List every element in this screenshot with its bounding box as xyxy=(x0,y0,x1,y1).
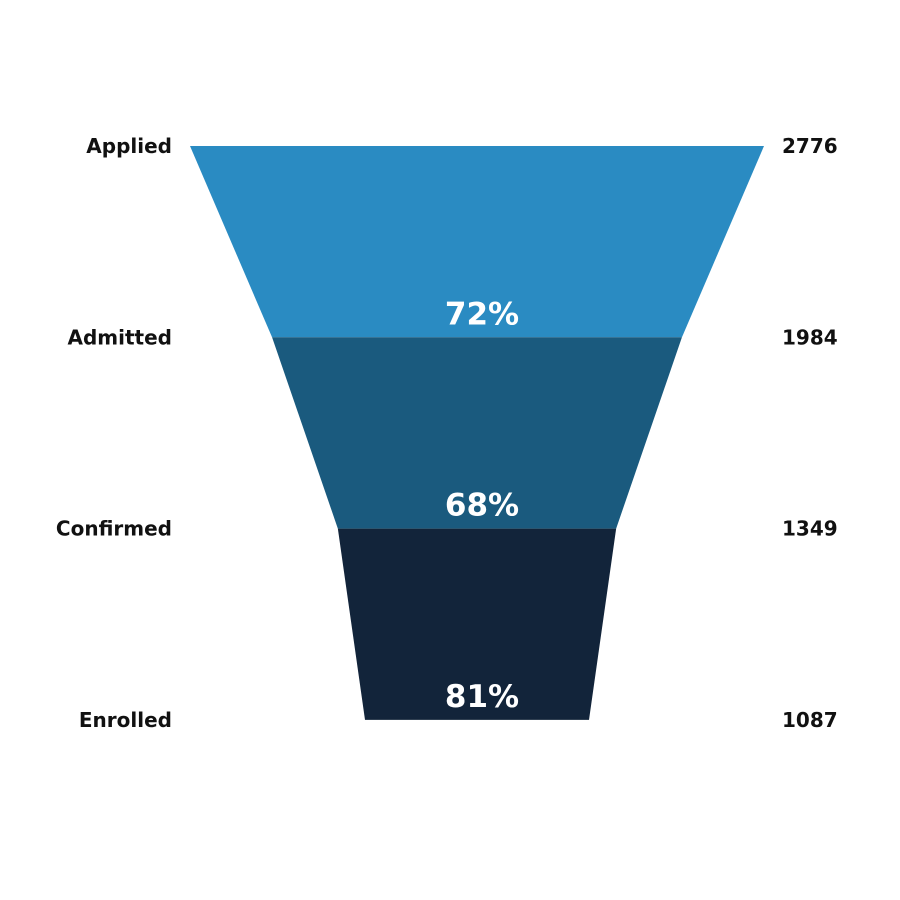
stage-label: Admitted xyxy=(68,325,173,349)
stage-value: 1349 xyxy=(782,517,838,541)
funnel-segments xyxy=(190,146,764,720)
stage-label: Applied xyxy=(86,134,172,158)
stage-value: 1984 xyxy=(782,325,838,349)
stage-label: Confirmed xyxy=(56,517,172,541)
stage-label: Enrolled xyxy=(79,708,172,732)
conversion-labels: 72% 68% 81% xyxy=(445,296,519,715)
funnel-segment-3 xyxy=(337,528,617,720)
stage-value: 2776 xyxy=(782,134,838,158)
stage-value: 1087 xyxy=(782,708,838,732)
conversion-label: 81% xyxy=(445,679,519,715)
conversion-label: 68% xyxy=(445,488,519,524)
conversion-label: 72% xyxy=(445,296,519,332)
funnel-segment-2 xyxy=(272,337,682,529)
funnel-segment-1 xyxy=(190,146,764,338)
stage-labels: Applied Admitted Confirmed Enrolled xyxy=(56,134,172,732)
stage-values: 2776 1984 1349 1087 xyxy=(782,134,838,732)
